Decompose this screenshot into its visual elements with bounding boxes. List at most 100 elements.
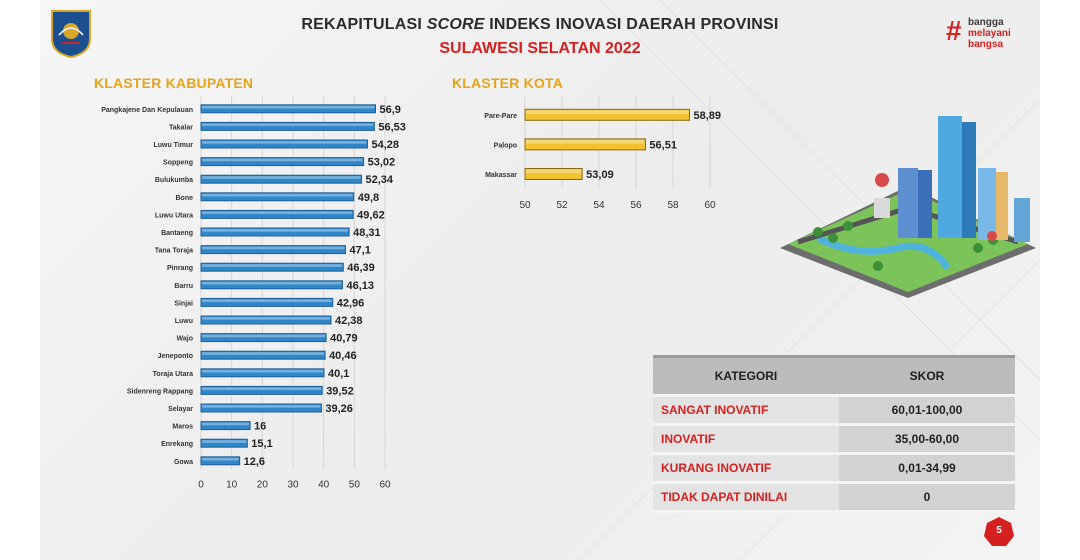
data-label: 15,1 bbox=[251, 438, 272, 450]
bar bbox=[200, 209, 354, 219]
bar bbox=[200, 174, 363, 184]
bar bbox=[200, 245, 346, 255]
brand-line-2: melayani bbox=[968, 28, 1011, 39]
bar-highlight bbox=[202, 422, 250, 426]
table-row: KURANG INOVATIF 0,01-34,99 bbox=[653, 453, 1015, 484]
bar-highlight bbox=[202, 123, 374, 127]
bar-highlight bbox=[202, 299, 332, 303]
category-label: Sinjai bbox=[174, 300, 193, 307]
table-row: TIDAK DAPAT DINILAI 0 bbox=[653, 482, 1015, 513]
title-italic: SCORE bbox=[426, 16, 485, 33]
category-label: Luwu bbox=[175, 318, 193, 325]
data-label: 52,34 bbox=[366, 174, 394, 186]
ministry-emblem-logo bbox=[51, 10, 91, 59]
category-label: Pangkajene Dan Kepulauan bbox=[101, 107, 193, 114]
chart-kabupaten: 0 10 20 30 40 50 60 Pangkajene Dan Kepulauan 56,… bbox=[101, 96, 406, 491]
x-tick-label: 56 bbox=[630, 200, 642, 211]
bar-highlight bbox=[202, 158, 363, 162]
data-label: 42,38 bbox=[335, 315, 363, 327]
x-tick-label: 60 bbox=[704, 200, 716, 211]
bar-highlight bbox=[202, 246, 345, 250]
skor-cell: 60,01-100,00 bbox=[839, 395, 1015, 426]
x-tick-label: 40 bbox=[318, 480, 330, 491]
title-suffix: INDEKS INOVASI DAERAH PROVINSI bbox=[489, 16, 779, 33]
bar bbox=[200, 333, 327, 343]
x-tick-label: 54 bbox=[593, 200, 605, 211]
chart-kota: 50 52 54 56 58 60 Pare-Pare 58,89 Palopo 56,51 Mak… bbox=[484, 96, 721, 211]
bar bbox=[200, 456, 241, 466]
data-label: 58,89 bbox=[693, 110, 721, 122]
data-label: 40,1 bbox=[328, 368, 349, 380]
category-table: KATEGORI SKOR SANGAT INOVATIF 60,01-100,… bbox=[653, 355, 1015, 513]
table-row: INOVATIF 35,00-60,00 bbox=[653, 424, 1015, 455]
bar bbox=[200, 315, 332, 325]
bar-highlight bbox=[526, 169, 582, 174]
data-label: 53,02 bbox=[368, 157, 396, 169]
category-label: Luwu Timur bbox=[153, 142, 193, 149]
bar bbox=[200, 403, 322, 413]
category-label: Sidenreng Rappang bbox=[127, 388, 193, 395]
bangga-melayani-bangsa-logo: # bangga melayani bangsa bbox=[946, 16, 1016, 52]
bar-highlight bbox=[202, 105, 375, 109]
section-kabupaten-title: KLASTER KABUPATEN bbox=[94, 75, 254, 91]
bar bbox=[524, 138, 646, 151]
data-label: 39,26 bbox=[325, 403, 353, 415]
bar bbox=[200, 121, 375, 131]
bar-highlight bbox=[202, 405, 321, 408]
category-label: Tana Toraja bbox=[155, 248, 193, 255]
data-label: 56,53 bbox=[378, 121, 406, 133]
data-label: 49,62 bbox=[357, 209, 385, 221]
bar bbox=[200, 192, 355, 202]
bar-highlight bbox=[202, 334, 326, 338]
kategori-cell: SANGAT INOVATIF bbox=[653, 395, 839, 426]
header-kategori: KATEGORI bbox=[653, 355, 839, 397]
table-row: SANGAT INOVATIF 60,01-100,00 bbox=[653, 395, 1015, 426]
bar-highlight bbox=[202, 281, 342, 285]
kategori-cell: TIDAK DAPAT DINILAI bbox=[653, 482, 839, 513]
heptagon-badge-icon bbox=[984, 517, 1014, 546]
category-label: Luwu Utara bbox=[155, 212, 193, 219]
category-label: Makassar bbox=[485, 172, 517, 179]
bar-highlight bbox=[202, 193, 353, 197]
category-label: Soppeng bbox=[163, 160, 193, 167]
kategori-cell: INOVATIF bbox=[653, 424, 839, 455]
skor-cell: 0,01-34,99 bbox=[839, 453, 1015, 484]
brand-hash: # bbox=[946, 15, 962, 46]
category-label: Bulukumba bbox=[155, 177, 193, 184]
data-label: 40,79 bbox=[330, 333, 358, 345]
category-label: Bone bbox=[176, 195, 194, 202]
data-label: 42,96 bbox=[337, 297, 365, 309]
bar-highlight bbox=[202, 229, 349, 232]
category-label: Jeneponto bbox=[158, 353, 193, 360]
bar bbox=[200, 421, 251, 431]
bar bbox=[200, 438, 248, 448]
slide: REKAPITULASI SCORE INDEKS INOVASI DAERAH… bbox=[40, 0, 1040, 560]
x-tick-label: 58 bbox=[667, 200, 679, 211]
page-title: REKAPITULASI SCORE INDEKS INOVASI DAERAH… bbox=[40, 16, 1040, 34]
category-label: Pare-Pare bbox=[484, 113, 517, 120]
bar bbox=[200, 227, 350, 237]
data-label: 39,52 bbox=[326, 385, 354, 397]
bar-highlight bbox=[202, 176, 361, 179]
bar-highlight bbox=[202, 457, 239, 461]
header-skor: SKOR bbox=[839, 355, 1015, 397]
category-label: Pinrang bbox=[167, 265, 193, 272]
data-label: 40,46 bbox=[329, 350, 357, 362]
category-label: Wajo bbox=[177, 336, 193, 343]
skor-cell: 0 bbox=[839, 482, 1015, 513]
section-kota-title: KLASTER KOTA bbox=[452, 75, 564, 91]
category-table-header-row: KATEGORI SKOR bbox=[653, 355, 1015, 397]
category-label: Toraja Utara bbox=[153, 371, 193, 378]
bar-highlight bbox=[202, 317, 330, 320]
data-label: 16 bbox=[254, 421, 266, 433]
page-number-badge: 5 bbox=[983, 516, 1015, 548]
data-label: 46,39 bbox=[347, 262, 375, 274]
x-tick-label: 0 bbox=[198, 480, 204, 491]
bar-highlight bbox=[202, 352, 325, 355]
city-illustration bbox=[780, 116, 1036, 298]
bar bbox=[524, 168, 583, 180]
data-label: 48,31 bbox=[353, 227, 381, 239]
x-tick-label: 60 bbox=[379, 480, 391, 491]
bar-highlight bbox=[526, 139, 645, 144]
data-label: 49,8 bbox=[358, 192, 379, 204]
